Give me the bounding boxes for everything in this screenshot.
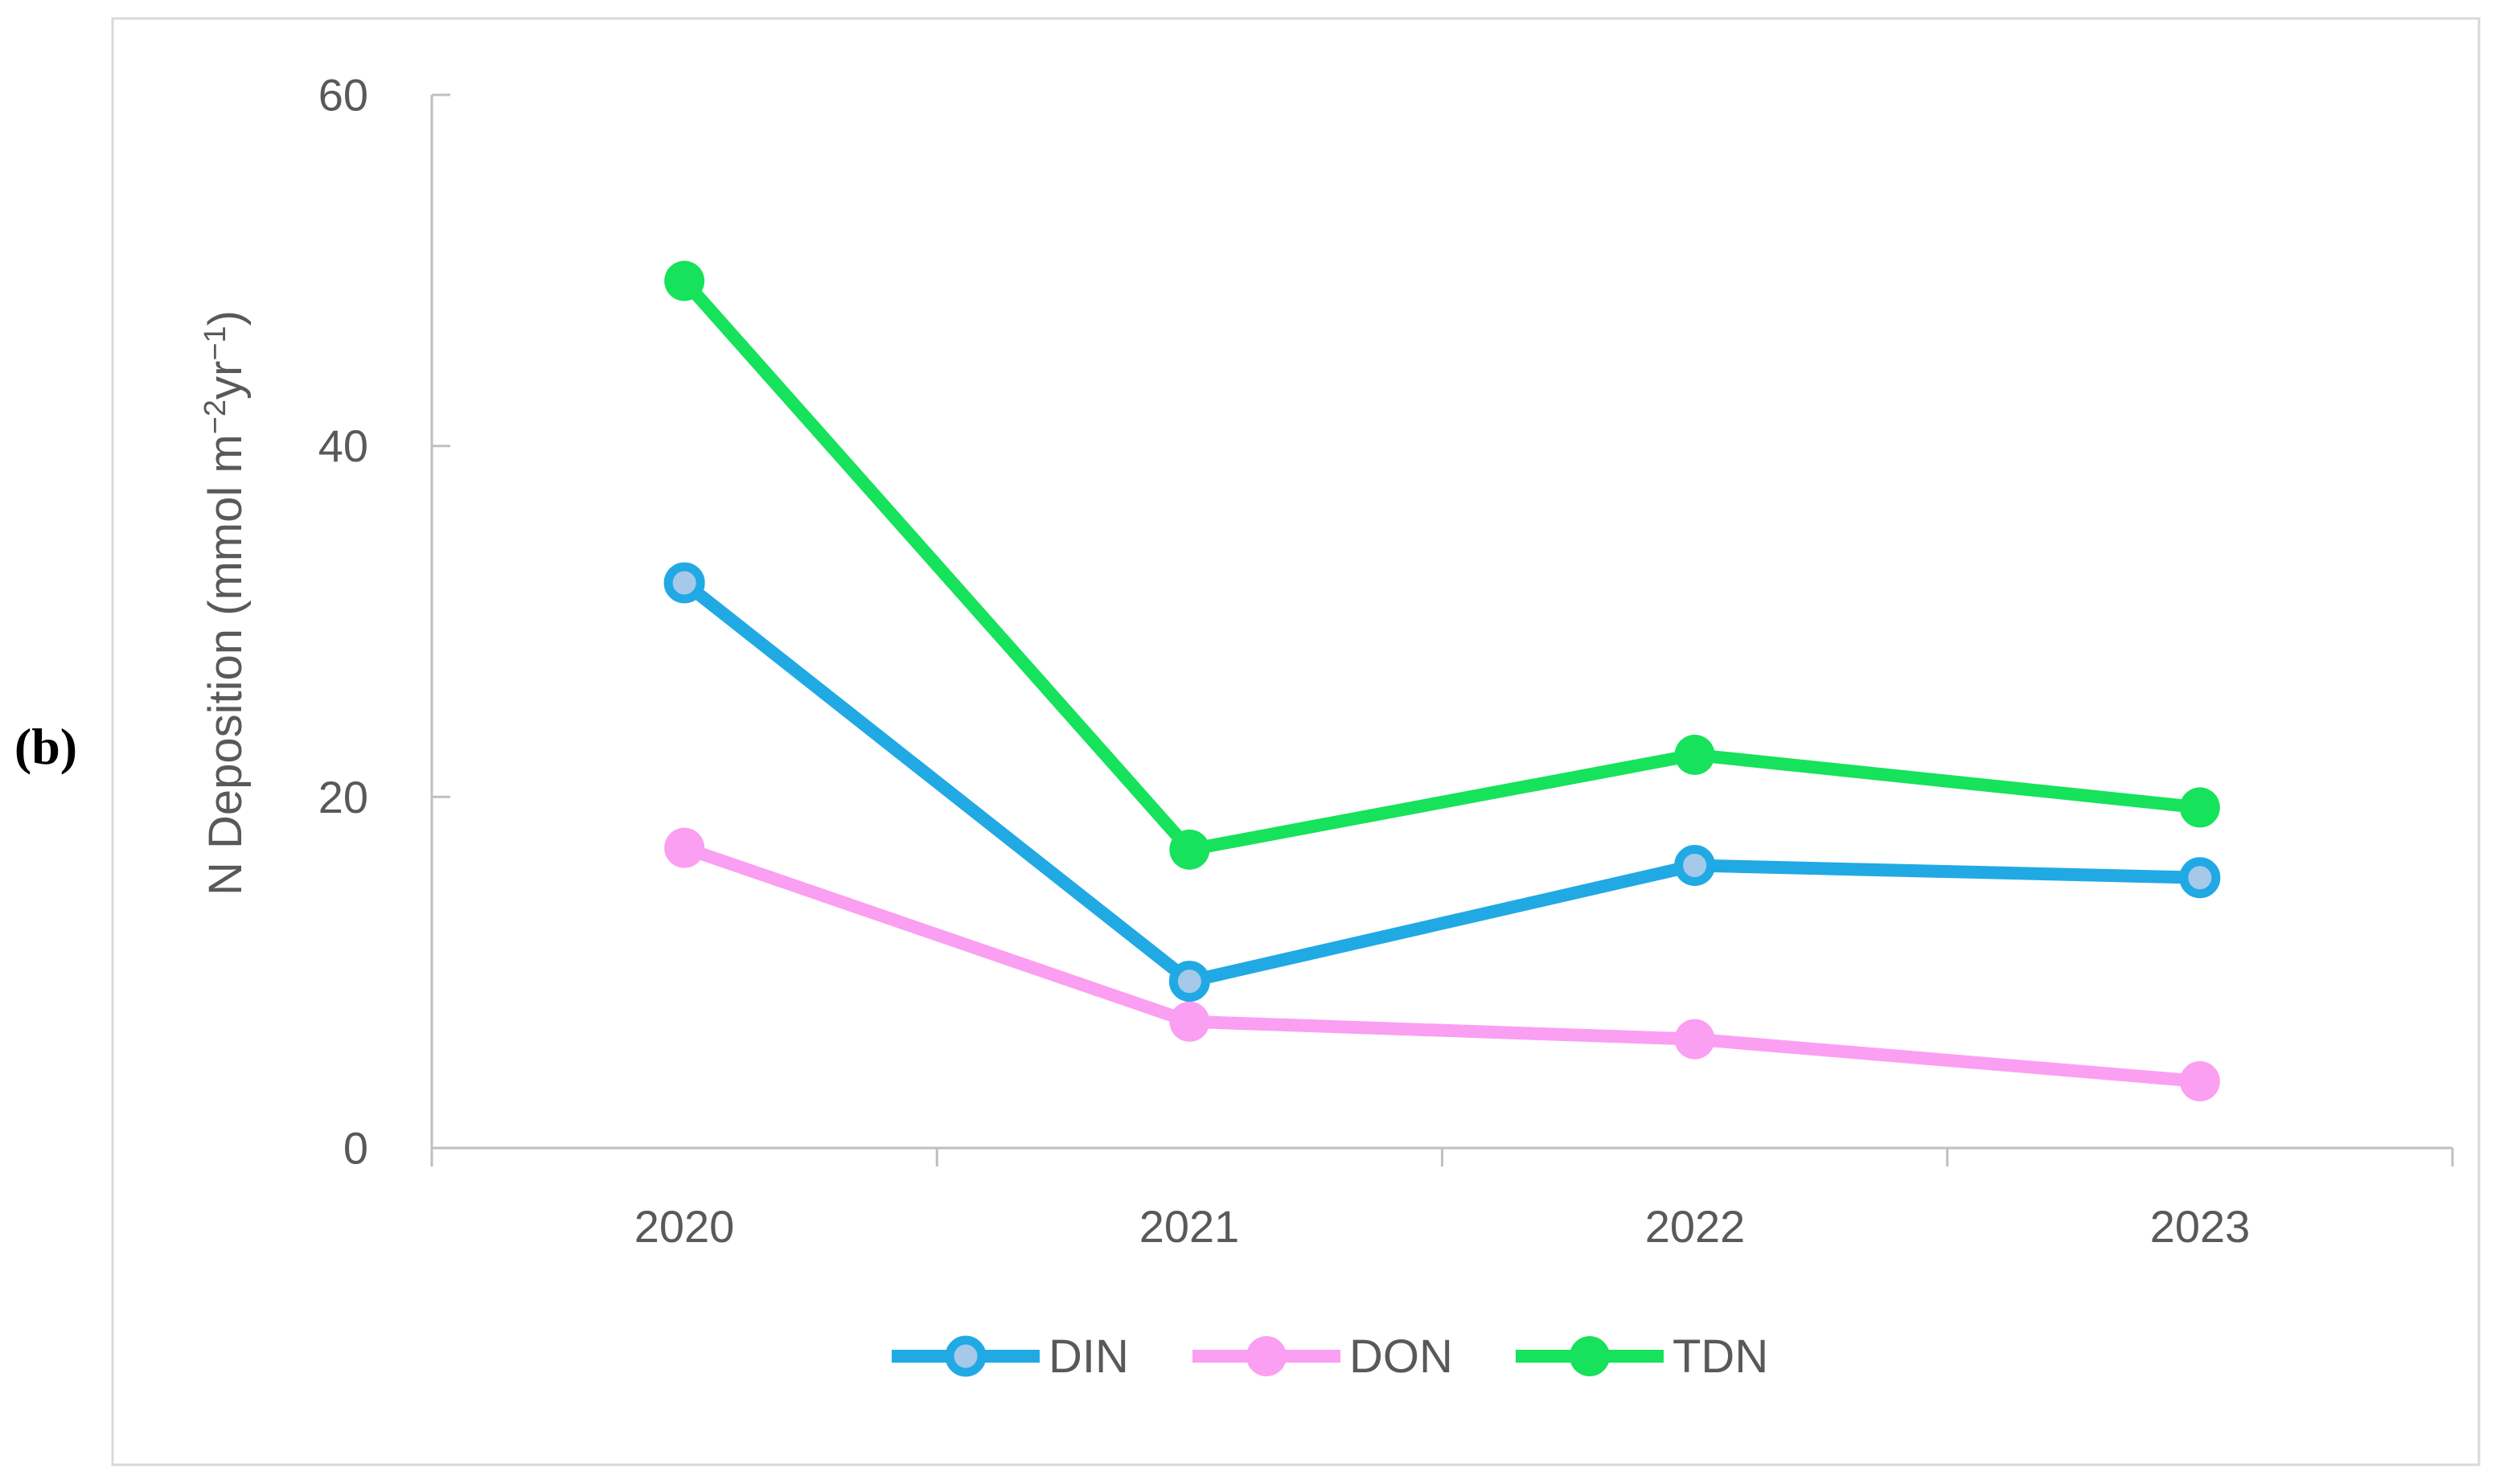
legend-item-din: DIN	[892, 1330, 1129, 1383]
y-tick-label-0: 0	[343, 1123, 368, 1174]
don-legend-marker	[1246, 1336, 1287, 1376]
din-series	[663, 562, 2221, 1002]
y-tick-label-60: 60	[318, 70, 368, 121]
x-tick-label-2020: 2020	[634, 1201, 735, 1252]
din-legend-marker	[945, 1335, 987, 1377]
din-marker-2021	[1168, 961, 1210, 1002]
legend: DIN DON TDN	[892, 1330, 1768, 1383]
legend-item-tdn: TDN	[1516, 1330, 1768, 1383]
don-line	[678, 841, 2206, 1089]
din-marker-2020	[663, 562, 705, 604]
don-marker-2021	[1169, 1001, 1210, 1042]
tdn-legend-label: TDN	[1672, 1330, 1768, 1383]
legend-item-don: DON	[1192, 1330, 1453, 1383]
figure-border	[111, 17, 2481, 1466]
tdn-series	[664, 260, 2220, 870]
y-axis-title: N Deposition (mmol m−2yr−1)	[199, 310, 252, 896]
don-legend-label: DON	[1349, 1330, 1453, 1383]
x-tick-label-2023: 2023	[2150, 1201, 2251, 1252]
x-tick-label-2022: 2022	[1645, 1201, 1746, 1252]
tdn-marker-2023	[2179, 787, 2220, 828]
din-marker-2022	[1674, 844, 1716, 886]
don-marker-2020	[664, 827, 705, 868]
tdn-marker-2021	[1169, 829, 1210, 870]
don-marker-2023	[2179, 1061, 2220, 1102]
plot-series	[663, 260, 2221, 1102]
din-marker-2023	[2179, 857, 2221, 899]
tdn-marker-2022	[1674, 734, 1715, 775]
panel-label: (b)	[14, 718, 77, 775]
y-tick-label-40: 40	[318, 420, 368, 471]
tdn-marker-2020	[664, 260, 705, 301]
tdn-line	[678, 274, 2206, 856]
y-tick-label-20: 20	[318, 772, 368, 822]
x-tick-label-2021: 2021	[1139, 1201, 1240, 1252]
din-line	[678, 576, 2206, 988]
din-legend-label: DIN	[1049, 1330, 1129, 1383]
tdn-legend-marker	[1570, 1336, 1610, 1376]
y-axis: 60 40 20 0 N Deposition (mmol m−2yr−1)	[199, 70, 450, 1174]
don-series	[664, 827, 2220, 1102]
don-marker-2022	[1674, 1019, 1715, 1060]
x-axis: 2020 2021 2022 2023	[430, 1146, 2454, 1252]
